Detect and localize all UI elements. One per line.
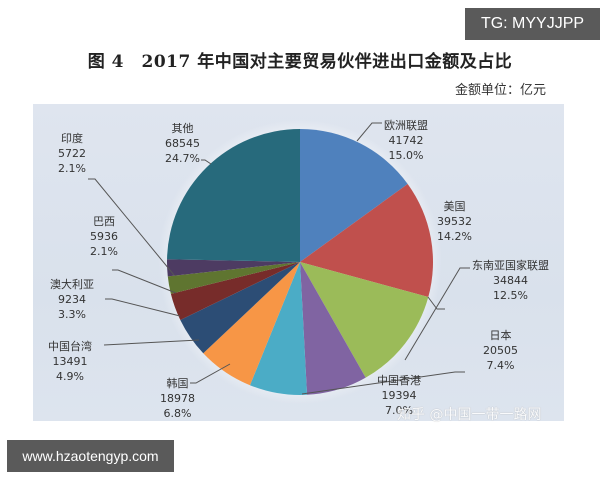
label-asean: 东南亚国家联盟 34844 12.5% <box>472 259 549 302</box>
pie-slice <box>249 262 308 395</box>
pie-slice <box>203 262 300 386</box>
url-watermark-badge: www.hzaotengyp.com <box>7 440 174 472</box>
pie-slice <box>167 259 300 277</box>
label-taiwan: 中国台湾 13491 4.9% <box>48 340 92 383</box>
leader-lines <box>88 122 470 395</box>
chart-title: 图 4 2017 年中国对主要贸易伙伴进出口金额及占比 <box>87 52 513 72</box>
label-japan: 日本 20505 7.4% <box>483 329 518 372</box>
pie-slice <box>170 262 300 320</box>
pie-slice <box>167 129 300 262</box>
source-watermark: 知乎 @中国一带一路网 <box>397 407 542 423</box>
pie-slice <box>180 262 300 354</box>
pie-slice <box>167 262 300 294</box>
label-australia: 澳大利亚 9234 3.3% <box>50 278 94 321</box>
label-india: 印度 5722 2.1% <box>58 132 86 175</box>
tg-watermark-badge: TG: MYYJJPP <box>465 8 600 40</box>
pie-slice <box>300 262 366 395</box>
label-brazil: 巴西 5936 2.1% <box>90 215 118 258</box>
label-eu: 欧洲联盟 41742 15.0% <box>384 119 428 162</box>
label-other: 其他 68545 24.7% <box>165 122 200 165</box>
label-korea: 韩国 18978 6.8% <box>160 377 195 420</box>
unit-label: 金额单位：亿元 <box>455 83 547 98</box>
pie-slice <box>300 183 433 298</box>
pie-slice <box>300 129 408 262</box>
pie-slice <box>300 262 429 378</box>
label-hk: 中国香港 19394 7.0% <box>377 374 421 417</box>
label-us: 美国 39532 14.2% <box>437 200 472 243</box>
pie-slices <box>167 129 433 395</box>
